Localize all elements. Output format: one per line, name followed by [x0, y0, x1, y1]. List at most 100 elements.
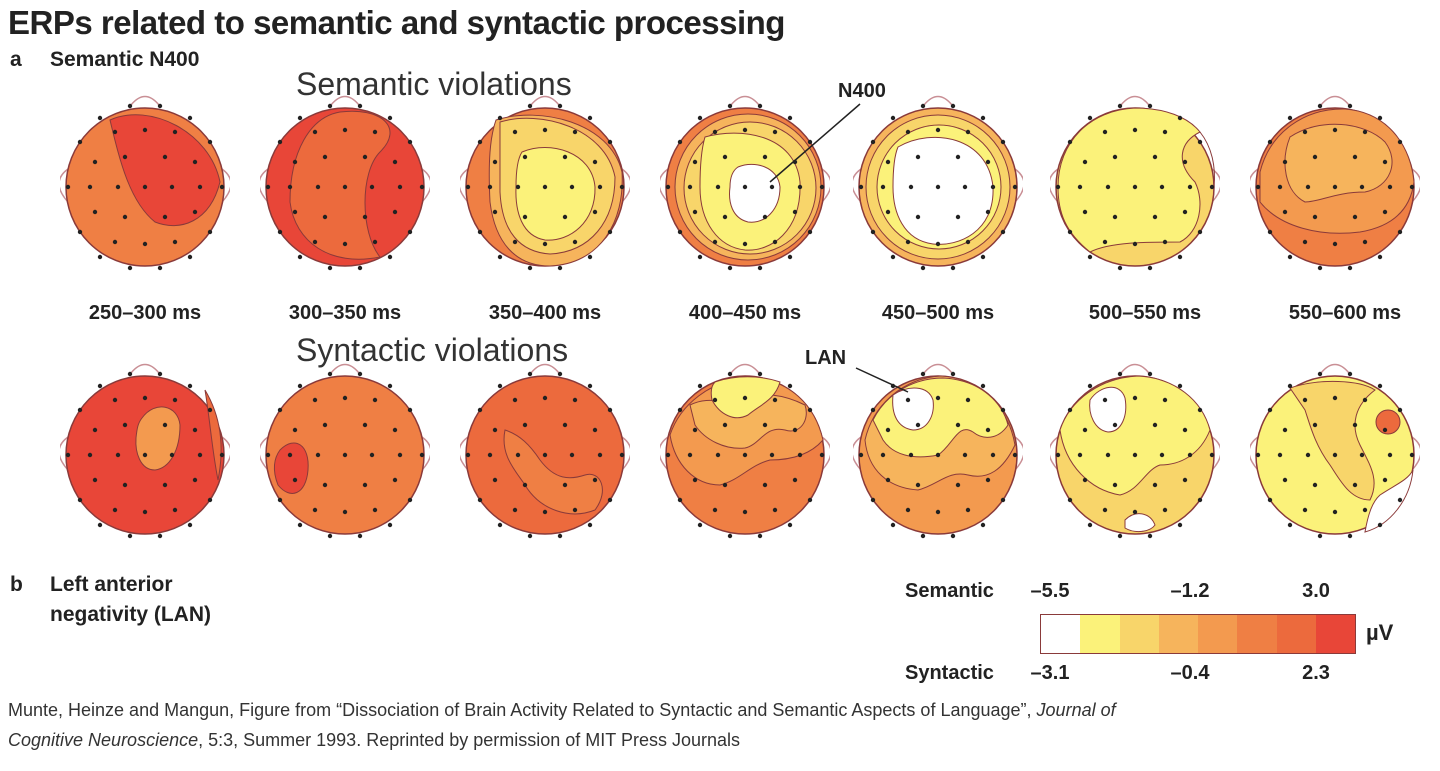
- electrode-dot: [497, 522, 503, 528]
- electrode-dot: [297, 115, 303, 121]
- electrode-dot: [157, 533, 163, 539]
- electrode-dot: [1287, 115, 1293, 121]
- head-outline: [260, 95, 430, 203]
- electrode-dot: [1132, 127, 1138, 133]
- electrode-dot: [569, 452, 575, 458]
- electrode-dot: [722, 214, 728, 220]
- electrode-dot: [527, 103, 533, 109]
- electrode-dot: [870, 407, 876, 413]
- electrode-dot: [905, 397, 911, 403]
- electrode-dot: [512, 397, 518, 403]
- electrode-dot: [1102, 239, 1108, 245]
- electrode-dot: [727, 103, 733, 109]
- electrode-dot: [392, 477, 398, 483]
- electrode-dot: [757, 533, 763, 539]
- electrode-dot: [935, 395, 941, 401]
- electrode-dot: [97, 254, 103, 260]
- electrode-dot: [1332, 241, 1338, 247]
- electrode-dot: [207, 407, 213, 413]
- electrode-dot: [870, 139, 876, 145]
- electrode-dot: [157, 265, 163, 271]
- electrode-dot: [392, 159, 398, 165]
- electrode-dot: [592, 477, 598, 483]
- electrode-dot: [77, 407, 83, 413]
- citation-line-1: Munte, Heinze and Mangun, Figure from “D…: [8, 700, 1116, 721]
- electrode-dot: [1282, 477, 1288, 483]
- electrode-dot: [419, 184, 425, 190]
- electrode-dot: [890, 254, 896, 260]
- electrode-dot: [905, 129, 911, 135]
- electrode-dot: [1332, 452, 1338, 458]
- electrode-dot: [1182, 427, 1188, 433]
- electrode-dot: [1162, 397, 1168, 403]
- electrode-dot: [742, 452, 748, 458]
- electrode-dot: [1112, 214, 1118, 220]
- color-swatch: [1041, 615, 1081, 653]
- color-swatch: [1158, 615, 1198, 653]
- electrode-dot: [1105, 184, 1111, 190]
- electrode-dot: [1377, 115, 1383, 121]
- electrode-dot: [1055, 452, 1061, 458]
- electrode-dot: [587, 383, 593, 389]
- electrode-dot: [1117, 265, 1123, 271]
- electrode-dot: [362, 482, 368, 488]
- electrode-dot: [1077, 452, 1083, 458]
- electrode-dot: [965, 507, 971, 513]
- electrode-dot: [1182, 159, 1188, 165]
- electrode-dot: [92, 159, 98, 165]
- electrode-dot: [935, 241, 941, 247]
- electrode-dot: [1000, 407, 1006, 413]
- syntactic-map-250-300: [60, 363, 230, 539]
- electrode-dot: [1347, 265, 1353, 271]
- electrode-dot: [172, 129, 178, 135]
- citation-line-2: Cognitive Neuroscience, 5:3, Summer 1993…: [8, 730, 740, 751]
- electrode-dot: [692, 159, 698, 165]
- syntactic-map-350-400: [460, 363, 630, 539]
- electrode-dot: [1317, 103, 1323, 109]
- electrode-dot: [477, 407, 483, 413]
- panel-a-letter: a: [10, 48, 22, 71]
- head-outline: [853, 363, 1023, 471]
- electrode-dot: [527, 533, 533, 539]
- electrode-dot: [1387, 452, 1393, 458]
- electrode-dot: [122, 214, 128, 220]
- electrode-dot: [985, 477, 991, 483]
- syntactic-map-400-450: [660, 363, 830, 539]
- electrode-dot: [985, 427, 991, 433]
- electrode-dot: [885, 427, 891, 433]
- electrode-dot: [477, 229, 483, 235]
- electrode-dot: [1055, 184, 1061, 190]
- electrode-dot: [1377, 254, 1383, 260]
- time-label-500-550: 500–550 ms: [1088, 302, 1202, 324]
- legend-syntactic-tick-max: 2.3: [1302, 662, 1330, 684]
- electrode-dot: [885, 477, 891, 483]
- electrode-dot: [169, 184, 175, 190]
- electrode-dot: [1282, 427, 1288, 433]
- electrode-dot: [369, 184, 375, 190]
- electrode-dot: [965, 239, 971, 245]
- electrode-dot: [1317, 371, 1323, 377]
- time-label-450-500: 450–500 ms: [881, 302, 995, 324]
- electrode-dot: [372, 129, 378, 135]
- head-outline: [260, 363, 430, 471]
- color-swatch: [1237, 615, 1277, 653]
- electrode-dot: [920, 371, 926, 377]
- electrode-dot: [572, 129, 578, 135]
- electrode-dot: [327, 265, 333, 271]
- electrode-dot: [1162, 239, 1168, 245]
- electrode-dot: [965, 397, 971, 403]
- electrode-dot: [905, 239, 911, 245]
- electrode-dot: [1162, 129, 1168, 135]
- electrode-dot: [162, 154, 168, 160]
- head-outline: [60, 363, 230, 471]
- electrode-dot: [687, 184, 693, 190]
- electrode-dot: [1152, 214, 1158, 220]
- electrode-dot: [357, 533, 363, 539]
- electrode-dot: [742, 127, 748, 133]
- electrode-dot: [1087, 383, 1093, 389]
- panel-b-label: b Left anterior negativity (LAN): [10, 570, 211, 630]
- electrode-dot: [807, 497, 813, 503]
- electrode-dot: [77, 497, 83, 503]
- legend-syntactic-tick-min: –3.1: [1030, 662, 1070, 684]
- electrode-dot: [1000, 497, 1006, 503]
